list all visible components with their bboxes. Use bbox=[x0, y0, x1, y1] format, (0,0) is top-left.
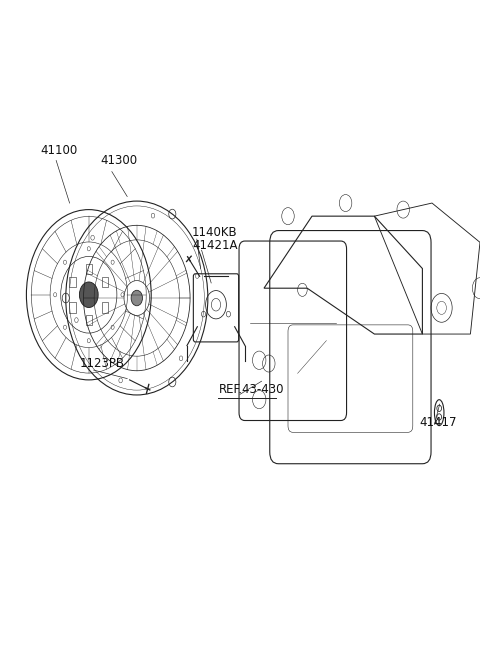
Circle shape bbox=[131, 290, 143, 306]
Bar bbox=[85, 315, 92, 326]
Text: 41300: 41300 bbox=[101, 154, 138, 167]
Text: REF.43-430: REF.43-430 bbox=[218, 383, 284, 396]
Text: 41100: 41100 bbox=[41, 144, 78, 157]
Text: 41421A: 41421A bbox=[192, 239, 238, 252]
Bar bbox=[102, 303, 108, 312]
Text: 1140KB: 1140KB bbox=[192, 226, 238, 239]
Bar bbox=[102, 277, 108, 287]
Bar bbox=[85, 264, 92, 274]
Bar bbox=[70, 277, 76, 287]
Circle shape bbox=[79, 282, 98, 308]
Bar bbox=[70, 303, 76, 312]
Text: 41417: 41417 bbox=[419, 416, 456, 429]
Text: 1123PB: 1123PB bbox=[79, 357, 124, 370]
